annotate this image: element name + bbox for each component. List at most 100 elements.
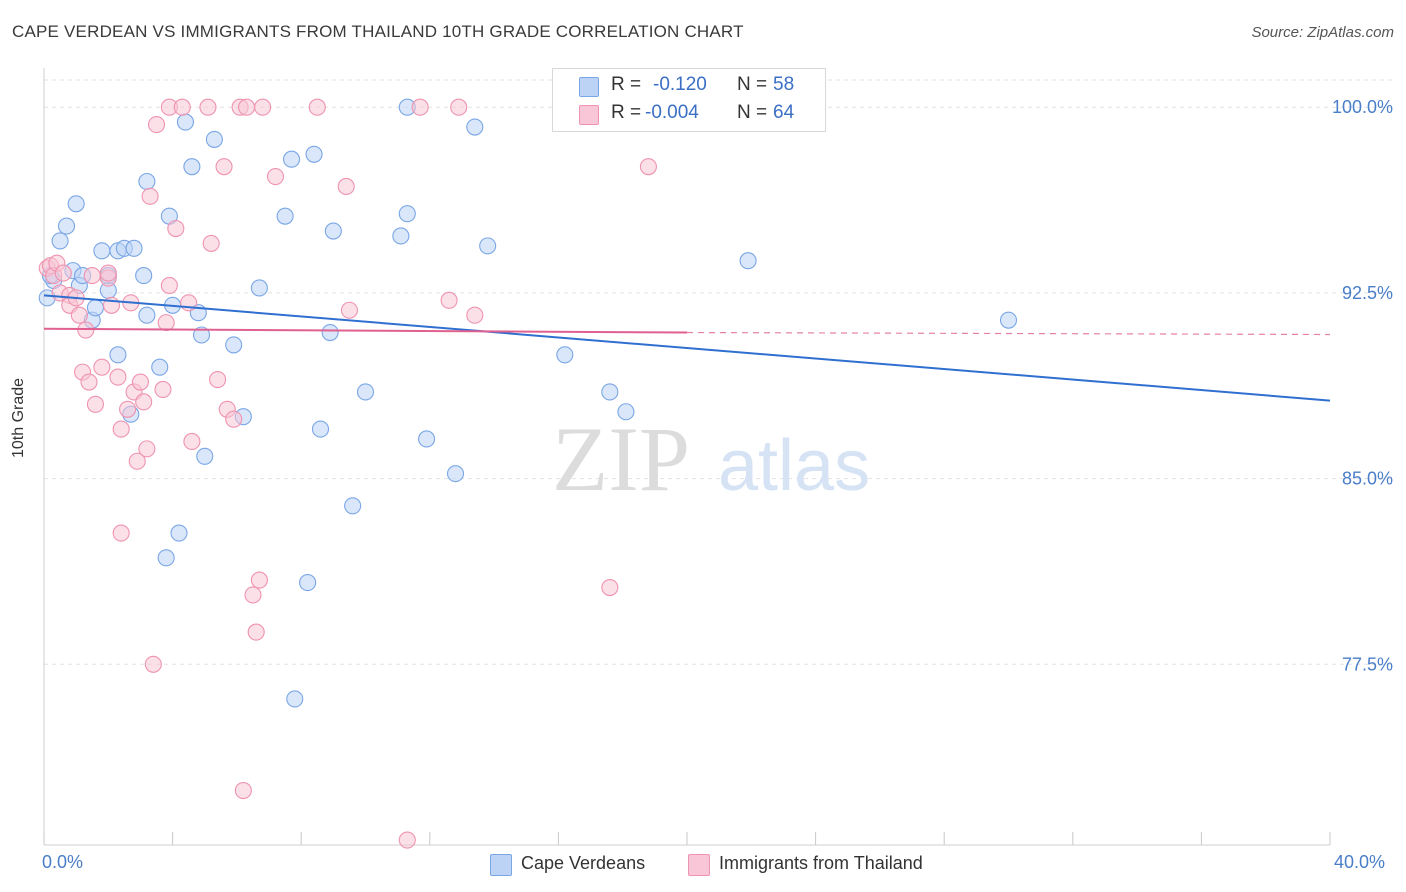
point-cape-verdean	[299, 574, 317, 592]
n-value: 58	[773, 74, 795, 95]
point-thailand	[244, 586, 262, 604]
point-thailand	[147, 116, 166, 134]
point-thailand	[340, 301, 358, 319]
point-cape-verdean	[51, 232, 69, 250]
point-thailand	[160, 276, 178, 295]
point-cape-verdean	[176, 113, 195, 131]
point-cape-verdean	[446, 465, 465, 483]
point-cape-verdean	[93, 242, 111, 260]
point-thailand	[199, 98, 217, 116]
point-cape-verdean	[418, 430, 436, 448]
point-thailand	[83, 267, 101, 285]
point-thailand	[466, 306, 484, 324]
point-thailand	[601, 578, 619, 597]
legend: Cape Verdeans Immigrants from Thailand	[0, 852, 1406, 878]
series-thailand	[38, 98, 657, 849]
point-cape-verdean	[321, 323, 339, 342]
point-cape-verdean	[157, 549, 175, 567]
point-thailand	[138, 440, 156, 458]
point-thailand	[234, 781, 252, 800]
point-thailand	[144, 655, 162, 673]
point-cape-verdean	[466, 118, 484, 136]
y-tick-label: 85.0%	[1342, 469, 1393, 489]
trend-line-thailand	[43, 327, 688, 334]
trend-line-thailand-extension	[686, 331, 1331, 336]
point-cape-verdean	[170, 524, 188, 542]
point-cape-verdean	[196, 447, 214, 465]
point-thailand	[86, 395, 104, 413]
point-cape-verdean	[86, 299, 104, 317]
x-tick-max: 40.0%	[1334, 852, 1386, 872]
point-thailand	[225, 410, 243, 428]
point-cape-verdean	[999, 311, 1018, 329]
stats-swatch-pink	[579, 105, 599, 125]
point-thailand	[215, 158, 233, 176]
point-thailand	[254, 98, 272, 116]
r-value: -0.004	[645, 102, 699, 123]
point-cape-verdean	[67, 195, 85, 213]
point-thailand	[237, 98, 256, 116]
point-cape-verdean	[125, 239, 143, 257]
point-thailand	[247, 623, 265, 641]
point-thailand	[112, 420, 130, 438]
point-thailand	[440, 291, 458, 309]
gridlines	[44, 79, 1392, 665]
point-cape-verdean	[344, 497, 362, 515]
point-thailand	[80, 373, 98, 391]
point-cape-verdean	[617, 403, 635, 421]
stats-row-cape-verdeans: R = -0.120 N = 58	[553, 72, 825, 100]
point-cape-verdean	[392, 227, 410, 245]
trend-line-cape-verdeans	[43, 294, 1331, 402]
watermark-zip: ZIP	[552, 408, 690, 510]
point-thailand	[250, 571, 268, 589]
stats-box: R = -0.120 N = 58 R = -0.004 N = 64	[552, 68, 826, 132]
y-tick-label: 77.5%	[1342, 654, 1393, 674]
y-tick-labels: 100.0% 92.5% 85.0% 77.5%	[1332, 97, 1393, 674]
legend-label-cape-verdeans: Cape Verdeans	[521, 853, 646, 873]
point-cape-verdean	[479, 237, 497, 255]
r-value: -0.120	[653, 74, 707, 95]
point-cape-verdean	[57, 217, 76, 235]
point-thailand	[398, 831, 416, 849]
point-thailand	[109, 368, 127, 386]
point-thailand	[173, 98, 191, 116]
point-thailand	[450, 98, 468, 116]
point-cape-verdean	[135, 267, 153, 285]
watermark-atlas: atlas	[718, 426, 870, 506]
point-thailand	[93, 358, 111, 376]
point-cape-verdean	[138, 306, 156, 324]
legend-swatch-pink	[688, 854, 710, 876]
point-thailand	[70, 306, 88, 324]
stats-swatch-blue	[579, 77, 599, 97]
point-thailand	[202, 234, 220, 252]
point-thailand	[54, 264, 72, 282]
point-cape-verdean	[398, 205, 416, 223]
series-cape-verdeans	[38, 98, 1018, 708]
source-label: Source: ZipAtlas.com	[1251, 24, 1394, 41]
y-tick-label: 100.0%	[1332, 97, 1393, 117]
stats-row-thailand: R = -0.004 N = 64	[553, 100, 825, 128]
point-cape-verdean	[286, 690, 304, 708]
chart-title: CAPE VERDEAN VS IMMIGRANTS FROM THAILAND…	[12, 22, 744, 41]
n-label: N =	[737, 102, 768, 123]
point-thailand	[141, 187, 159, 205]
point-thailand	[154, 380, 172, 399]
point-thailand	[128, 452, 146, 470]
point-cape-verdean	[739, 252, 757, 270]
point-cape-verdean	[601, 383, 619, 401]
point-thailand	[183, 432, 201, 451]
point-thailand	[99, 264, 117, 282]
point-cape-verdean	[283, 150, 301, 168]
point-cape-verdean	[151, 358, 169, 376]
watermark: ZIP atlas	[552, 408, 870, 510]
point-thailand	[266, 168, 285, 186]
point-thailand	[639, 158, 657, 176]
point-thailand	[119, 400, 137, 418]
point-cape-verdean	[183, 158, 201, 176]
point-thailand	[411, 98, 429, 116]
point-cape-verdean	[311, 420, 330, 438]
point-cape-verdean	[138, 172, 156, 191]
point-cape-verdean	[324, 222, 342, 240]
n-value: 64	[773, 102, 795, 123]
r-label: R =	[611, 74, 642, 95]
